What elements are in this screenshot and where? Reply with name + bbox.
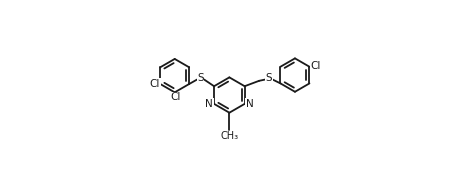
Text: N: N [205, 99, 213, 109]
Text: CH₃: CH₃ [220, 131, 238, 141]
Text: Cl: Cl [310, 61, 321, 71]
Text: Cl: Cl [170, 92, 181, 102]
Text: S: S [266, 73, 272, 83]
Text: N: N [246, 99, 253, 109]
Text: Cl: Cl [149, 79, 160, 89]
Text: S: S [198, 73, 204, 83]
